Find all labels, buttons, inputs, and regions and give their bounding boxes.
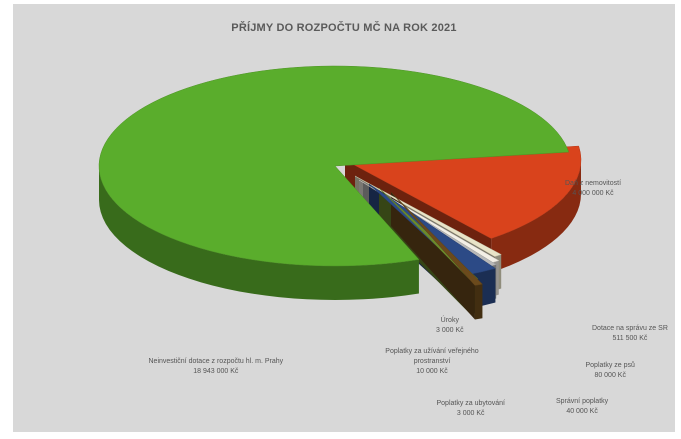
slice-label-name: Dotace na správu ze SR [592, 325, 668, 332]
pie-slice [98, 65, 570, 267]
pie-chart [98, 65, 582, 320]
slice-label-name: Poplatky ze psů [585, 362, 635, 369]
pie-slice [354, 175, 502, 257]
slice-label-name: Daň z nemovitostí [565, 180, 622, 187]
pie-slice [344, 145, 582, 239]
pie-slice-side [99, 166, 419, 300]
slice-label-name: Úroky [440, 317, 459, 324]
slice-label-value: 80 000 Kč [594, 372, 626, 379]
slice-label-name: Neinvestiční dotace z rozpočtu hl. m. Pr… [148, 358, 284, 365]
chart-title: PŘÍJMY DO ROZPOČTU MČ NA ROK 2021 [231, 22, 457, 34]
slice-label-name: Poplatky za užívání veřejného prostranst… [385, 348, 479, 365]
slice-label: Správní poplatky 40 000 Kč [556, 397, 608, 417]
slice-label-name: Správní poplatky [556, 398, 609, 405]
pie-slice-wall [391, 192, 475, 320]
slice-label-name: Poplatky za ubytování [436, 400, 506, 407]
pie-slice-side [491, 160, 581, 273]
slice-label: Poplatky za ubytování 3 000 Kč [437, 399, 506, 419]
slice-label-value: 3 000 Kč [456, 410, 485, 417]
slice-label-value: 4 000 000 Kč [572, 190, 614, 197]
slice-label: Poplatky ze psů 80 000 Kč [586, 361, 635, 381]
slice-label-value: 3 000 Kč [436, 327, 464, 334]
chart-area: PŘÍJMY DO ROZPOČTU MČ NA ROK 2021 Daň z … [13, 4, 675, 432]
slice-label: Úroky 3 000 Kč [436, 316, 464, 336]
slice-label: Neinvestiční dotace z rozpočtu hl. m. Pr… [149, 357, 284, 377]
slice-label: Dotace na správu ze SR 511 500 Kč [592, 324, 668, 344]
slice-label-value: 10 000 Kč [416, 368, 448, 375]
pie-slice-side [474, 284, 483, 320]
slice-label: Poplatky za užívání veřejného prostranst… [376, 347, 488, 377]
slice-label-value: 18 943 000 Kč [193, 368, 239, 375]
slice-label-value: 40 000 Kč [566, 408, 598, 415]
slice-label-value: 511 500 Kč [612, 335, 648, 342]
pie-slice [390, 191, 483, 286]
slice-label: Daň z nemovitostí 4 000 000 Kč [565, 179, 621, 199]
